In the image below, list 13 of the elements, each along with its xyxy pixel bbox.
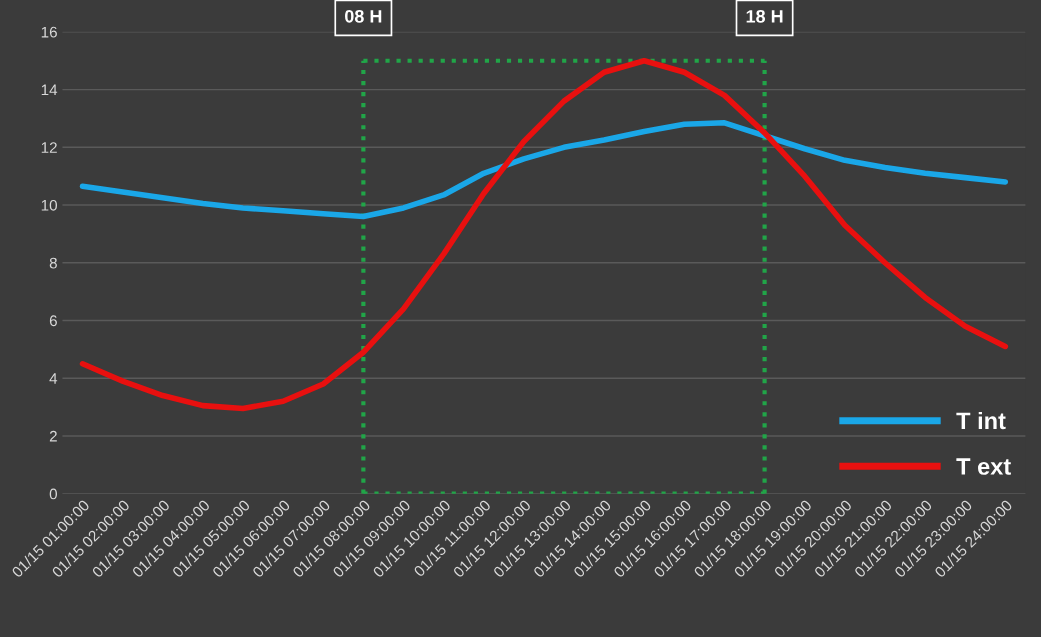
y-tick-label: 14 bbox=[41, 84, 58, 96]
y-tick-label: 12 bbox=[41, 142, 57, 153]
y-tick-label: 8 bbox=[49, 257, 57, 269]
legend-label: T ext bbox=[956, 458, 1011, 475]
y-tick-label: 2 bbox=[49, 430, 57, 442]
legend-label: T int bbox=[956, 411, 1006, 430]
y-tick-label: 16 bbox=[41, 26, 57, 38]
y-tick-label: 6 bbox=[49, 315, 57, 327]
ref-line-label: 08 H bbox=[345, 9, 382, 23]
y-tick-label: 0 bbox=[49, 488, 57, 500]
ref-line-label: 18 H bbox=[746, 9, 783, 23]
y-tick-label: 4 bbox=[49, 373, 58, 384]
y-tick-label: 10 bbox=[41, 199, 57, 211]
